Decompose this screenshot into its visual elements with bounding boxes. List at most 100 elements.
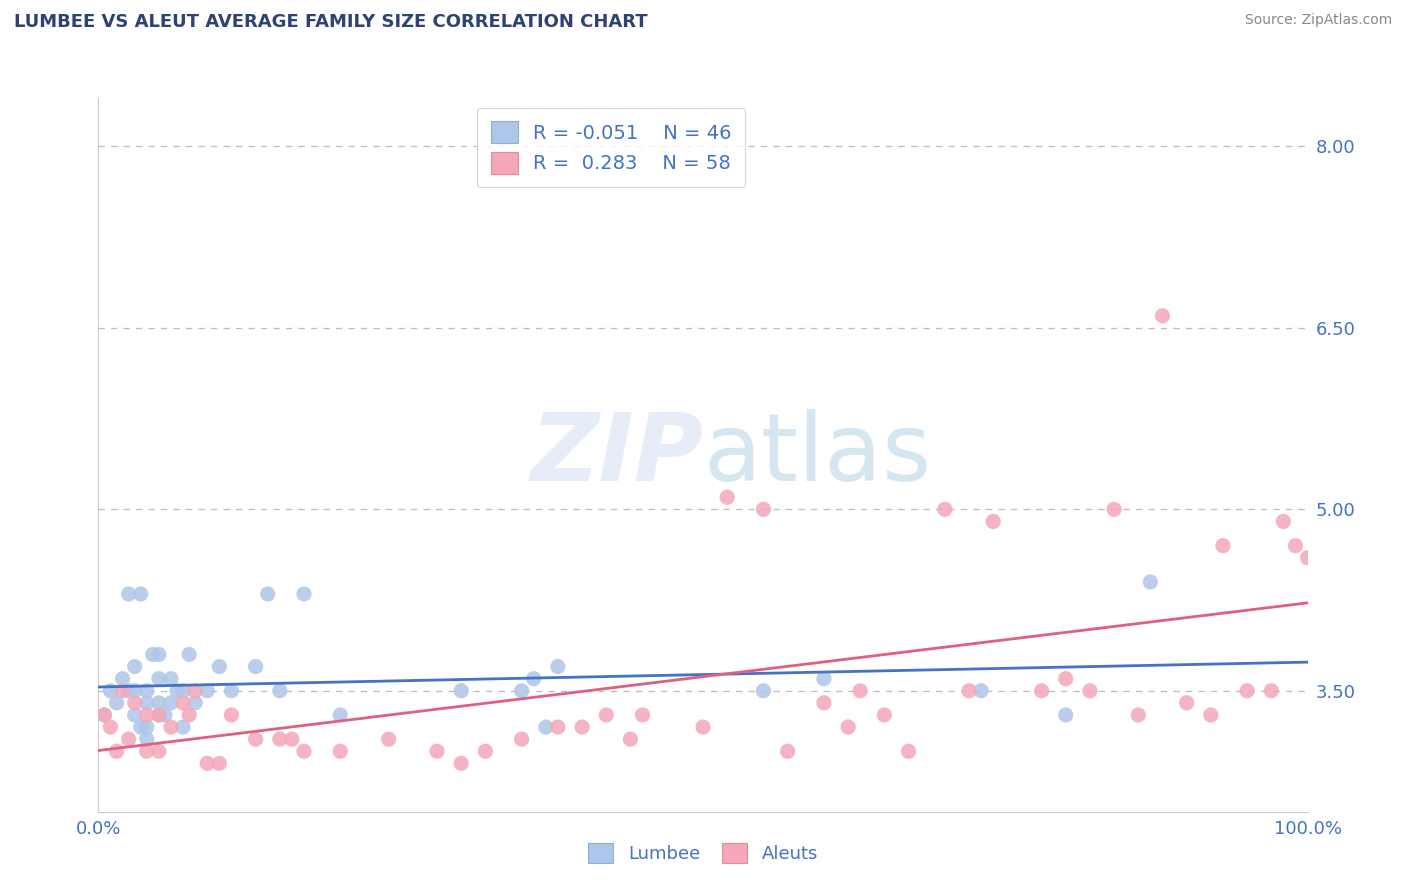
Point: [172, 683, 194, 698]
Point: [292, 744, 315, 758]
Point: [195, 683, 218, 698]
Point: [752, 502, 775, 516]
Point: [160, 720, 183, 734]
Point: [281, 732, 304, 747]
Point: [849, 683, 872, 698]
Point: [329, 744, 352, 758]
Point: [100, 720, 122, 734]
Point: [179, 648, 201, 662]
Point: [450, 756, 472, 771]
Point: [1031, 683, 1053, 698]
Point: [1236, 683, 1258, 698]
Point: [100, 683, 122, 698]
Point: [160, 696, 183, 710]
Point: [118, 683, 141, 698]
Point: [160, 672, 183, 686]
Point: [510, 732, 533, 747]
Point: [510, 683, 533, 698]
Point: [1128, 708, 1150, 723]
Point: [1054, 672, 1077, 686]
Point: [837, 720, 859, 734]
Point: [208, 659, 231, 673]
Point: [1260, 683, 1282, 698]
Point: [172, 696, 194, 710]
Point: [129, 720, 152, 734]
Point: [571, 720, 593, 734]
Point: [129, 587, 152, 601]
Point: [813, 672, 835, 686]
Point: [1199, 708, 1222, 723]
Point: [474, 744, 496, 758]
Point: [1054, 708, 1077, 723]
Point: [184, 683, 207, 698]
Point: [269, 683, 291, 698]
Point: [166, 683, 188, 698]
Point: [105, 696, 128, 710]
Point: [1078, 683, 1101, 698]
Point: [631, 708, 654, 723]
Text: ZIP: ZIP: [530, 409, 703, 501]
Point: [1212, 539, 1234, 553]
Point: [135, 708, 157, 723]
Point: [292, 587, 315, 601]
Point: [981, 515, 1004, 529]
Point: [245, 732, 267, 747]
Point: [124, 696, 146, 710]
Point: [970, 683, 993, 698]
Point: [1102, 502, 1125, 516]
Point: [813, 696, 835, 710]
Point: [118, 732, 141, 747]
Point: [450, 683, 472, 698]
Point: [148, 648, 170, 662]
Point: [208, 756, 231, 771]
Point: [135, 683, 157, 698]
Point: [135, 732, 157, 747]
Point: [172, 720, 194, 734]
Point: [148, 744, 170, 758]
Point: [148, 672, 170, 686]
Point: [776, 744, 799, 758]
Point: [957, 683, 980, 698]
Point: [897, 744, 920, 758]
Point: [619, 732, 641, 747]
Point: [329, 708, 352, 723]
Point: [523, 672, 546, 686]
Point: [547, 659, 569, 673]
Point: [93, 708, 115, 723]
Point: [534, 720, 557, 734]
Text: LUMBEE VS ALEUT AVERAGE FAMILY SIZE CORRELATION CHART: LUMBEE VS ALEUT AVERAGE FAMILY SIZE CORR…: [14, 13, 648, 31]
Point: [426, 744, 449, 758]
Point: [142, 648, 165, 662]
Point: [245, 659, 267, 673]
Point: [105, 744, 128, 758]
Point: [595, 708, 617, 723]
Point: [135, 720, 157, 734]
Text: atlas: atlas: [703, 409, 931, 501]
Point: [124, 659, 146, 673]
Legend: Lumbee, Aleuts: Lumbee, Aleuts: [578, 832, 828, 874]
Point: [547, 720, 569, 734]
Text: Source: ZipAtlas.com: Source: ZipAtlas.com: [1244, 13, 1392, 28]
Point: [377, 732, 399, 747]
Point: [873, 708, 896, 723]
Point: [93, 708, 115, 723]
Point: [1284, 539, 1306, 553]
Point: [716, 490, 738, 504]
Point: [1272, 515, 1295, 529]
Point: [153, 708, 176, 723]
Point: [692, 720, 714, 734]
Point: [1296, 550, 1319, 565]
Point: [148, 708, 170, 723]
Point: [221, 708, 243, 723]
Point: [1139, 574, 1161, 589]
Point: [934, 502, 956, 516]
Point: [118, 587, 141, 601]
Point: [111, 683, 134, 698]
Point: [1175, 696, 1198, 710]
Point: [256, 587, 278, 601]
Point: [269, 732, 291, 747]
Point: [148, 696, 170, 710]
Point: [124, 708, 146, 723]
Point: [148, 708, 170, 723]
Point: [179, 708, 201, 723]
